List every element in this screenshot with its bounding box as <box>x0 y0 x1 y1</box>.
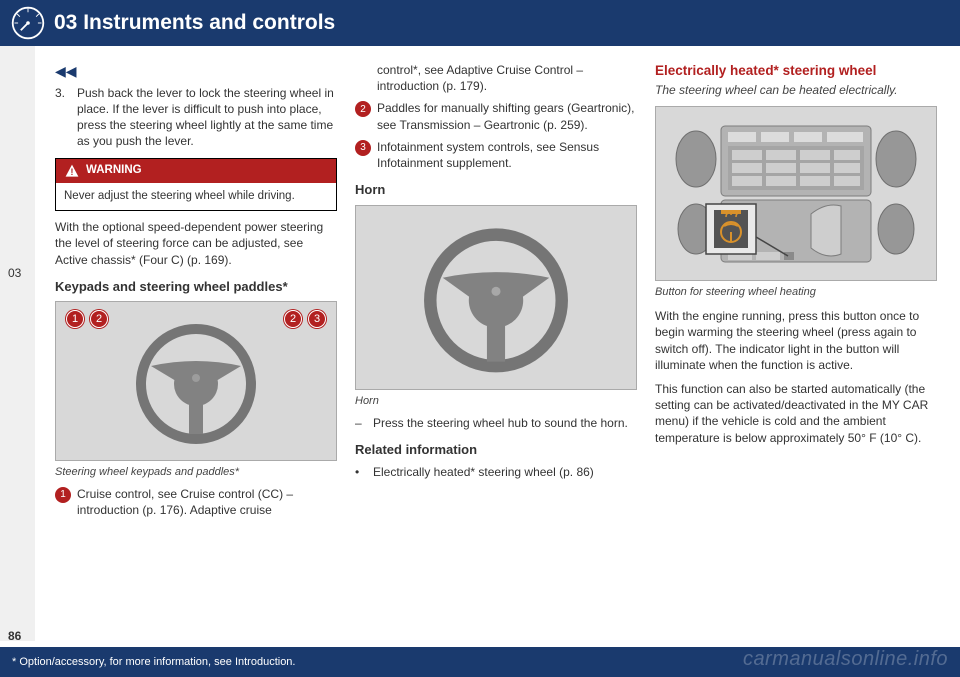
figure-caption-keypads: Steering wheel keypads and paddles* <box>55 465 337 480</box>
continued-marker: ◀◀ <box>55 62 337 81</box>
step-3: 3. Push back the lever to lock the steer… <box>55 85 337 150</box>
step-number: 3. <box>55 85 77 150</box>
dash-bullet: – <box>355 415 373 431</box>
section-title-heated: Electrically heated* steering wheel <box>655 62 937 80</box>
horn-instruction: – Press the steering wheel hub to sound … <box>355 415 637 431</box>
related-info-head: Related information <box>355 441 637 459</box>
column-1: ◀◀ 3. Push back the lever to lock the st… <box>55 62 337 627</box>
chapter-title: 03 Instruments and controls <box>54 11 335 35</box>
warning-box: ! WARNING Never adjust the steering whee… <box>55 158 337 212</box>
dot-2: 2 <box>355 101 371 117</box>
callout-2: 2 <box>90 310 108 328</box>
figure-console <box>655 106 937 281</box>
callout-dots-left: 1 2 <box>66 310 108 328</box>
content-area: ◀◀ 3. Push back the lever to lock the st… <box>55 62 945 627</box>
figure-horn <box>355 205 637 390</box>
warning-header: ! WARNING <box>56 159 336 183</box>
callout-1: 1 <box>66 310 84 328</box>
steering-wheel-horn-icon <box>411 212 581 382</box>
figure-caption-horn: Horn <box>355 394 637 409</box>
warning-text: Never adjust the steering wheel while dr… <box>56 183 336 211</box>
para-heated-2: This function can also be started automa… <box>655 381 937 446</box>
step-text: Push back the lever to lock the steering… <box>77 85 337 150</box>
callout-dots-right: 2 3 <box>284 310 326 328</box>
callout-1-cont: control*, see Adaptive Cruise Control – … <box>377 62 637 94</box>
callout-item-2: 2 Paddles for manually shifting gears (G… <box>355 100 637 132</box>
callout-2-text: Paddles for manually shifting gears (Gea… <box>377 100 637 132</box>
figure-caption-console: Button for steering wheel heating <box>655 285 937 300</box>
gauge-icon <box>10 5 46 41</box>
related-text: Electrically heated* steering wheel (p. … <box>373 464 594 480</box>
steering-wheel-icon <box>121 306 271 456</box>
page-footer: * Option/accessory, for more information… <box>0 647 960 677</box>
warning-label: WARNING <box>86 163 142 179</box>
section-subtitle: The steering wheel can be heated electri… <box>655 82 937 98</box>
dot-3: 3 <box>355 140 371 156</box>
left-margin: 03 <box>0 46 35 641</box>
center-console-icon <box>666 114 926 274</box>
callout-1-text: Cruise control, see Cruise control (CC) … <box>77 486 337 518</box>
callout-1-cont-text: control*, see Adaptive Cruise Control – … <box>377 62 637 94</box>
figure-keypads: 1 2 2 3 <box>55 301 337 461</box>
subhead-horn: Horn <box>355 181 637 199</box>
svg-text:!: ! <box>71 167 74 177</box>
callout-3-text: Infotainment system controls, see Sensus… <box>377 139 637 171</box>
related-item: • Electrically heated* steering wheel (p… <box>355 464 637 480</box>
dot-bullet: • <box>355 464 373 480</box>
horn-text: Press the steering wheel hub to sound th… <box>373 415 628 431</box>
callout-3: 3 <box>308 310 326 328</box>
callout-item-3: 3 Infotainment system controls, see Sens… <box>355 139 637 171</box>
dot-1: 1 <box>55 487 71 503</box>
para-heated-1: With the engine running, press this butt… <box>655 308 937 373</box>
column-2: control*, see Adaptive Cruise Control – … <box>355 62 637 627</box>
callout-2b: 2 <box>284 310 302 328</box>
callout-item-1: 1 Cruise control, see Cruise control (CC… <box>55 486 337 518</box>
warning-triangle-icon: ! <box>64 163 80 179</box>
watermark: carmanualsonline.info <box>743 648 948 671</box>
para-speed-steering: With the optional speed-dependent power … <box>55 219 337 268</box>
footer-note: * Option/accessory, for more information… <box>12 656 295 668</box>
page-number: 86 <box>8 629 21 643</box>
subhead-keypads: Keypads and steering wheel paddles* <box>55 278 337 296</box>
section-number: 03 <box>8 266 21 280</box>
page-header: 03 Instruments and controls <box>0 0 960 46</box>
column-3: Electrically heated* steering wheel The … <box>655 62 937 627</box>
